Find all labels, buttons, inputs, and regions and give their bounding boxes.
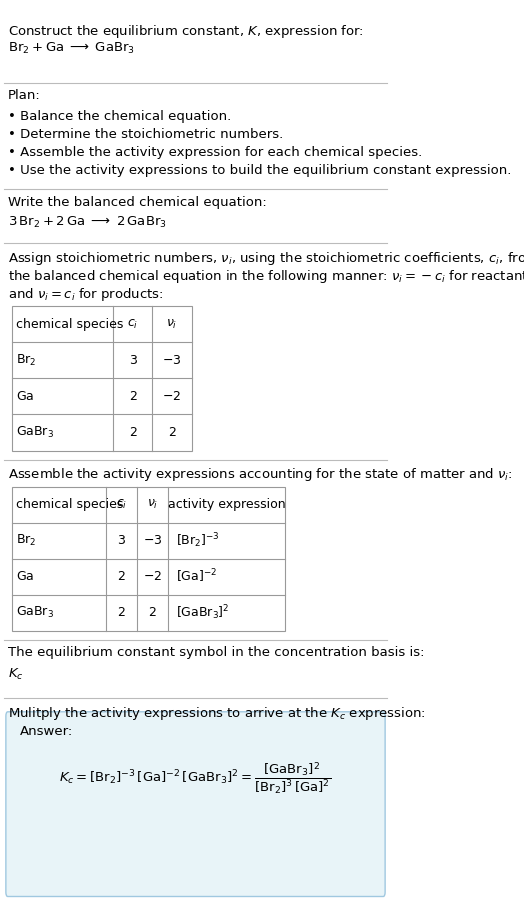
- Text: $[\mathrm{Ga}]^{-2}$: $[\mathrm{Ga}]^{-2}$: [176, 568, 217, 586]
- Text: $c_i$: $c_i$: [127, 318, 138, 331]
- Text: $-2$: $-2$: [143, 570, 162, 583]
- Text: $-3$: $-3$: [143, 534, 162, 547]
- Text: $\mathrm{GaBr_3}$: $\mathrm{GaBr_3}$: [16, 605, 53, 620]
- Text: • Use the activity expressions to build the equilibrium constant expression.: • Use the activity expressions to build …: [8, 164, 511, 177]
- Text: the balanced chemical equation in the following manner: $\nu_i = -c_i$ for react: the balanced chemical equation in the fo…: [8, 268, 524, 285]
- Text: • Balance the chemical equation.: • Balance the chemical equation.: [8, 110, 231, 123]
- Text: $\nu_i$: $\nu_i$: [166, 318, 178, 331]
- Text: $[\mathrm{GaBr_3}]^{2}$: $[\mathrm{GaBr_3}]^{2}$: [176, 604, 230, 622]
- Text: $\mathrm{Br_2}$: $\mathrm{Br_2}$: [16, 353, 36, 368]
- Bar: [12, 487, 286, 631]
- Text: $\mathrm{Ga}$: $\mathrm{Ga}$: [16, 570, 34, 583]
- Text: chemical species: chemical species: [16, 318, 123, 331]
- Text: 2: 2: [117, 570, 125, 583]
- Text: 3: 3: [129, 354, 137, 367]
- Text: $K_c = [\mathrm{Br_2}]^{-3}\,[\mathrm{Ga}]^{-2}\,[\mathrm{GaBr_3}]^{2} = \dfrac{: $K_c = [\mathrm{Br_2}]^{-3}\,[\mathrm{Ga…: [59, 761, 332, 797]
- Text: $\mathrm{Br_2 + Ga \;\longrightarrow\; GaBr_3}$: $\mathrm{Br_2 + Ga \;\longrightarrow\; G…: [8, 41, 135, 56]
- Text: $-2$: $-2$: [162, 390, 182, 403]
- Text: activity expression: activity expression: [168, 498, 286, 511]
- Text: Mulitply the activity expressions to arrive at the $K_c$ expression:: Mulitply the activity expressions to arr…: [8, 705, 425, 722]
- Text: 2: 2: [129, 390, 137, 403]
- Text: 2: 2: [148, 606, 157, 619]
- Text: $-3$: $-3$: [162, 354, 182, 367]
- Text: $3\,\mathrm{Br_2} + 2\,\mathrm{Ga} \;\longrightarrow\; 2\,\mathrm{GaBr_3}$: $3\,\mathrm{Br_2} + 2\,\mathrm{Ga} \;\lo…: [8, 215, 167, 231]
- Text: Answer:: Answer:: [19, 725, 73, 738]
- Text: The equilibrium constant symbol in the concentration basis is:: The equilibrium constant symbol in the c…: [8, 646, 424, 659]
- Text: $\nu_i$: $\nu_i$: [147, 498, 158, 511]
- Text: 2: 2: [168, 426, 176, 439]
- Text: Assemble the activity expressions accounting for the state of matter and $\nu_i$: Assemble the activity expressions accoun…: [8, 466, 512, 483]
- Text: $\mathrm{Br_2}$: $\mathrm{Br_2}$: [16, 533, 36, 548]
- Text: $\mathrm{Ga}$: $\mathrm{Ga}$: [16, 390, 34, 403]
- Text: $\mathrm{GaBr_3}$: $\mathrm{GaBr_3}$: [16, 425, 53, 440]
- Text: and $\nu_i = c_i$ for products:: and $\nu_i = c_i$ for products:: [8, 286, 163, 303]
- Text: 2: 2: [117, 606, 125, 619]
- Text: 2: 2: [129, 426, 137, 439]
- Text: $[\mathrm{Br_2}]^{-3}$: $[\mathrm{Br_2}]^{-3}$: [176, 532, 220, 550]
- FancyBboxPatch shape: [6, 712, 385, 896]
- Text: $K_c$: $K_c$: [8, 667, 24, 682]
- Text: Plan:: Plan:: [8, 89, 40, 102]
- Text: 3: 3: [117, 534, 125, 547]
- Text: Construct the equilibrium constant, $K$, expression for:: Construct the equilibrium constant, $K$,…: [8, 23, 364, 40]
- Text: Write the balanced chemical equation:: Write the balanced chemical equation:: [8, 196, 267, 208]
- Bar: [12, 306, 192, 450]
- Text: $c_i$: $c_i$: [116, 498, 127, 511]
- Text: • Assemble the activity expression for each chemical species.: • Assemble the activity expression for e…: [8, 146, 422, 159]
- Text: • Determine the stoichiometric numbers.: • Determine the stoichiometric numbers.: [8, 128, 283, 141]
- Text: Assign stoichiometric numbers, $\nu_i$, using the stoichiometric coefficients, $: Assign stoichiometric numbers, $\nu_i$, …: [8, 250, 524, 267]
- Text: chemical species: chemical species: [16, 498, 123, 511]
